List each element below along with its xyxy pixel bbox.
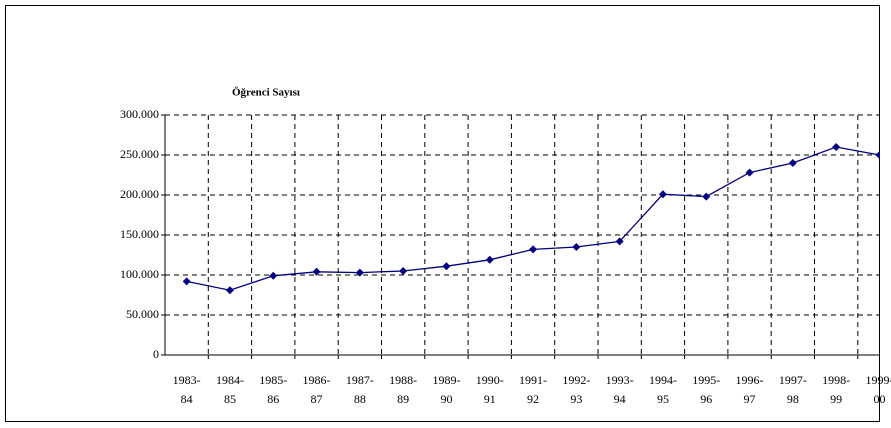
x-tick-label: 1987-88 <box>346 373 374 406</box>
x-tick-label: 1998-99 <box>822 373 850 406</box>
chart-frame <box>5 5 880 422</box>
chart-title: Öğrenci Sayısı <box>232 86 300 99</box>
line-series <box>186 146 880 291</box>
point-marker <box>225 286 234 295</box>
x-tick-label: 1989-90 <box>432 373 460 406</box>
y-tick-label: 150.000 <box>120 227 159 241</box>
x-tick-label: 1999-00 <box>865 373 891 406</box>
point-marker <box>658 190 667 199</box>
point-marker <box>572 243 581 251</box>
y-tick-label: 250.000 <box>120 147 159 161</box>
point-marker <box>832 143 841 151</box>
x-tick-label: 1983-84 <box>173 373 201 406</box>
point-marker <box>788 159 797 167</box>
y-tick-label: 100.000 <box>120 267 159 281</box>
x-tick-label: 1990-91 <box>476 373 504 406</box>
x-tick-label: 1991-92 <box>519 373 547 406</box>
point-marker <box>615 237 624 246</box>
x-tick-label: 1994-95 <box>649 373 677 406</box>
point-marker <box>399 267 408 275</box>
y-tick-label: 0 <box>153 347 159 361</box>
point-marker <box>875 151 880 159</box>
x-tick-label: 1996-97 <box>736 373 764 406</box>
point-marker <box>529 245 538 254</box>
x-tick-label: 1985-86 <box>259 373 287 406</box>
x-tick-label: 1997-98 <box>779 373 807 406</box>
point-marker <box>182 277 191 286</box>
point-marker <box>485 255 494 264</box>
point-marker <box>355 268 364 277</box>
point-marker <box>442 262 451 271</box>
point-marker <box>702 192 711 201</box>
x-tick-label: 1984-85 <box>216 373 244 406</box>
x-tick-label: 1988-89 <box>389 373 417 406</box>
x-tick-label: 1986-87 <box>303 373 331 406</box>
point-marker <box>269 271 278 280</box>
point-marker <box>312 267 321 276</box>
y-tick-label: 200.000 <box>120 187 159 201</box>
point-marker <box>745 168 754 177</box>
x-tick-label: 1993-94 <box>606 373 634 406</box>
x-tick-label: 1995-96 <box>692 373 720 406</box>
y-tick-label: 300.000 <box>120 107 159 121</box>
plot-area <box>161 114 880 359</box>
x-tick-label: 1992-93 <box>562 373 590 406</box>
y-tick-label: 50.000 <box>126 307 159 321</box>
